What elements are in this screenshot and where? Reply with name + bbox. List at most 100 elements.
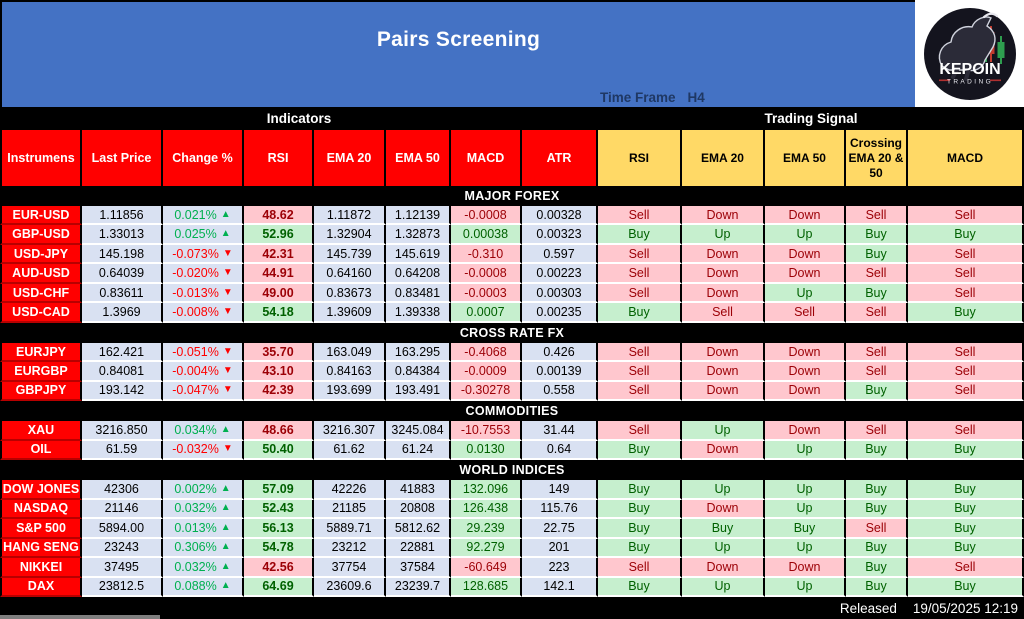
instrument-cell: USD-JPY: [0, 244, 82, 265]
signal-macd-cell: Buy: [908, 225, 1024, 245]
signal-crossing-cell: Buy: [846, 577, 908, 597]
section-header-commodities: COMMODITIES: [0, 401, 1024, 422]
signal-crossing-cell: Buy: [846, 244, 908, 265]
ema50-cell: 0.64208: [386, 264, 451, 284]
signal-rsi-cell: Buy: [598, 303, 682, 323]
signal-col-header-crossing-ema-20-50: Crossing EMA 20 & 50: [846, 130, 908, 186]
ema50-cell: 20808: [386, 499, 451, 520]
change-cell: 0.034% ▲: [163, 421, 244, 441]
signal-ema50-cell: Down: [765, 381, 846, 402]
timeframe-label: Time Frame: [600, 90, 676, 105]
released-value: 19/05/2025 12:19: [912, 600, 1018, 616]
macd-cell: 0.0007: [451, 303, 522, 323]
signal-rsi-cell: Sell: [598, 264, 682, 284]
down-arrow-icon: ▼: [222, 247, 233, 259]
signal-rsi-cell: Buy: [598, 499, 682, 520]
signal-crossing-cell: Buy: [846, 225, 908, 245]
table-row-nasdaq: NASDAQ 21146 0.032% ▲ 52.43 21185 20808 126.438…: [0, 499, 1024, 520]
signal-ema20-cell: Up: [682, 421, 765, 441]
signal-crossing-cell: Sell: [846, 421, 908, 441]
table-row-dow-jones: DOW JONES 42306 0.002% ▲ 57.09 42226 41883 132.…: [0, 480, 1024, 500]
instrument-cell: EURGBP: [0, 362, 82, 382]
signal-macd-cell: Buy: [908, 519, 1024, 539]
signal-rsi-cell: Sell: [598, 362, 682, 382]
footer-bar: Released 19/05/2025 12:19: [0, 597, 1024, 619]
change-value: 0.032%: [174, 501, 217, 516]
instrument-cell: GBPJPY: [0, 381, 82, 402]
signal-macd-cell: Sell: [908, 244, 1024, 265]
last-price-cell: 193.142: [82, 381, 163, 402]
rsi-cell: 42.56: [244, 558, 314, 578]
signal-ema20-cell: Buy: [682, 519, 765, 539]
ema50-cell: 41883: [386, 480, 451, 500]
change-cell: 0.021% ▲: [163, 206, 244, 226]
signal-macd-cell: Sell: [908, 421, 1024, 441]
atr-cell: 142.1: [522, 577, 598, 597]
signal-ema50-cell: Down: [765, 244, 846, 265]
ema20-cell: 1.11872: [314, 206, 386, 226]
down-arrow-icon: ▼: [222, 286, 233, 298]
col-header-macd: MACD: [451, 130, 522, 186]
signal-rsi-cell: Sell: [598, 381, 682, 402]
macd-cell: -10.7553: [451, 421, 522, 441]
atr-cell: 0.00303: [522, 283, 598, 304]
change-value: -0.073%: [172, 246, 219, 261]
rsi-cell: 42.31: [244, 244, 314, 265]
down-arrow-icon: ▼: [222, 443, 233, 455]
signal-col-header-ema-50: EMA 50: [765, 130, 846, 186]
table-row-oil: OIL 61.59 -0.032% ▼ 50.40 61.62 61.24 0.0130 0.6…: [0, 440, 1024, 461]
signal-ema20-cell: Sell: [682, 303, 765, 323]
down-arrow-icon: ▼: [222, 345, 233, 357]
col-header-last-price: Last Price: [82, 130, 163, 186]
signal-macd-cell: Sell: [908, 362, 1024, 382]
signal-rsi-cell: Sell: [598, 283, 682, 304]
signal-ema20-cell: Up: [682, 480, 765, 500]
group-trading-signal: Trading Signal: [764, 111, 858, 126]
ema20-cell: 0.64160: [314, 264, 386, 284]
atr-cell: 0.558: [522, 381, 598, 402]
signal-ema50-cell: Down: [765, 264, 846, 284]
table-body: MAJOR FOREX EUR-USD 1.11856 0.021% ▲ 48.62 1.1…: [0, 186, 1024, 597]
col-header-rsi: RSI: [244, 130, 314, 186]
signal-rsi-cell: Buy: [598, 538, 682, 559]
table-row-usd-jpy: USD-JPY 145.198 -0.073% ▼ 42.31 145.739 145.61…: [0, 244, 1024, 265]
change-cell: 0.013% ▲: [163, 519, 244, 539]
atr-cell: 115.76: [522, 499, 598, 520]
rsi-cell: 35.70: [244, 342, 314, 363]
up-arrow-icon: ▲: [220, 560, 231, 572]
down-arrow-icon: ▼: [222, 306, 233, 318]
up-arrow-icon: ▲: [220, 580, 231, 592]
rsi-cell: 44.91: [244, 264, 314, 284]
last-price-cell: 1.3969: [82, 303, 163, 323]
table-row-gbpjpy: GBPJPY 193.142 -0.047% ▼ 42.39 193.699 193.491…: [0, 381, 1024, 402]
ema20-cell: 23212: [314, 538, 386, 559]
macd-cell: 128.685: [451, 577, 522, 597]
change-value: 0.021%: [174, 207, 217, 222]
table-row-usd-chf: USD-CHF 0.83611 -0.013% ▼ 49.00 0.83673 0.8348…: [0, 283, 1024, 304]
signal-crossing-cell: Buy: [846, 381, 908, 402]
last-price-cell: 23243: [82, 538, 163, 559]
ema50-cell: 1.39338: [386, 303, 451, 323]
signal-ema50-cell: Up: [765, 480, 846, 500]
signal-rsi-cell: Sell: [598, 558, 682, 578]
signal-macd-cell: Buy: [908, 499, 1024, 520]
ema50-cell: 0.83481: [386, 283, 451, 304]
macd-cell: 92.279: [451, 538, 522, 559]
atr-cell: 0.00223: [522, 264, 598, 284]
last-price-cell: 1.11856: [82, 206, 163, 226]
ema50-cell: 23239.7: [386, 577, 451, 597]
last-price-cell: 37495: [82, 558, 163, 578]
last-price-cell: 145.198: [82, 244, 163, 265]
table-row-nikkei: NIKKEI 37495 0.032% ▲ 42.56 37754 37584 -60.649…: [0, 558, 1024, 578]
change-cell: -0.020% ▼: [163, 264, 244, 284]
signal-crossing-cell: Sell: [846, 206, 908, 226]
change-cell: 0.032% ▲: [163, 558, 244, 578]
change-cell: -0.073% ▼: [163, 244, 244, 265]
ema20-cell: 23609.6: [314, 577, 386, 597]
ema20-cell: 5889.71: [314, 519, 386, 539]
group-indicators: Indicators: [266, 111, 332, 126]
change-value: 0.025%: [174, 227, 217, 242]
signal-ema20-cell: Down: [682, 342, 765, 363]
last-price-cell: 5894.00: [82, 519, 163, 539]
instrument-cell: XAU: [0, 421, 82, 441]
